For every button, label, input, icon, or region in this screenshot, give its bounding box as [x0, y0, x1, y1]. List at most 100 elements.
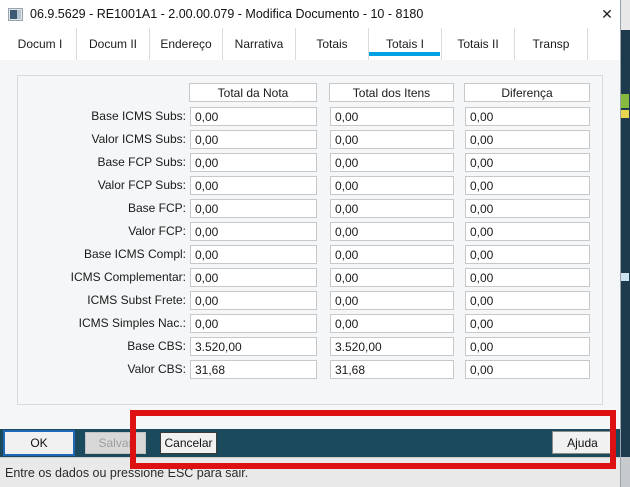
field-diferenca[interactable]	[465, 337, 590, 356]
field-total-dos-itens[interactable]	[330, 222, 454, 241]
active-tab-underline	[369, 52, 440, 56]
field-total-dos-itens[interactable]	[330, 153, 454, 172]
field-total-dos-itens[interactable]	[330, 337, 454, 356]
field-total-da-nota[interactable]	[190, 360, 317, 379]
field-total-da-nota[interactable]	[190, 199, 317, 218]
field-total-da-nota[interactable]	[190, 314, 317, 333]
row-label: ICMS Subst Frete:	[87, 293, 186, 307]
field-total-dos-itens[interactable]	[330, 107, 454, 126]
table-row: Valor FCP:	[18, 222, 602, 241]
window-title: 06.9.5629 - RE1001A1 - 2.00.00.079 - Mod…	[30, 7, 424, 21]
ok-button[interactable]: OK	[3, 430, 75, 456]
row-label: Base FCP:	[127, 201, 186, 215]
content-area: Total da Nota Total dos Itens Diferença …	[0, 60, 620, 469]
table-row: Base CBS:	[18, 337, 602, 356]
salvar-button[interactable]: Salvar	[85, 432, 146, 454]
table-row: Base ICMS Subs:	[18, 107, 602, 126]
button-bar: OK Salvar Cancelar Ajuda	[0, 429, 620, 457]
ajuda-button[interactable]: Ajuda	[552, 431, 613, 454]
table-row: Valor CBS:	[18, 360, 602, 379]
close-button[interactable]: ✕	[597, 4, 617, 24]
tab-strip: Docum I Docum II Endereço Narrativa Tota…	[0, 28, 620, 60]
table-row: Valor FCP Subs:	[18, 176, 602, 195]
column-header-total-dos-itens: Total dos Itens	[329, 83, 454, 102]
close-icon: ✕	[601, 5, 613, 22]
tab-label: Docum II	[88, 37, 137, 51]
field-total-dos-itens[interactable]	[330, 130, 454, 149]
row-label: ICMS Simples Nac.:	[78, 316, 186, 330]
field-total-dos-itens[interactable]	[330, 176, 454, 195]
tab-label: Docum I	[17, 37, 63, 51]
field-diferenca[interactable]	[465, 222, 590, 241]
field-diferenca[interactable]	[465, 268, 590, 287]
table-rows: Base ICMS Subs: Valor ICMS Subs: Base FC…	[18, 107, 602, 383]
table-row: Base FCP Subs:	[18, 153, 602, 172]
field-total-dos-itens[interactable]	[330, 199, 454, 218]
tab-totais-i[interactable]: Totais I	[369, 28, 442, 60]
field-total-dos-itens[interactable]	[330, 245, 454, 264]
column-header-total-da-nota: Total da Nota	[189, 83, 317, 102]
cancelar-button[interactable]: Cancelar	[160, 432, 217, 454]
tab-label: Endereço	[160, 37, 212, 51]
tab-endereço[interactable]: Endereço	[150, 28, 223, 60]
tab-label: Totais II	[457, 37, 499, 51]
field-total-da-nota[interactable]	[190, 222, 317, 241]
row-label: Valor ICMS Subs:	[91, 132, 186, 146]
row-label: Base FCP Subs:	[97, 155, 187, 169]
field-diferenca[interactable]	[465, 107, 590, 126]
tab-transp[interactable]: Transp	[515, 28, 588, 60]
row-label: Valor CBS:	[127, 362, 186, 376]
field-total-dos-itens[interactable]	[330, 314, 454, 333]
table-row: Base FCP:	[18, 199, 602, 218]
field-diferenca[interactable]	[465, 153, 590, 172]
column-header-diferenca: Diferença	[464, 83, 590, 102]
tab-docum-i[interactable]: Docum I	[4, 28, 77, 60]
table-row: ICMS Subst Frete:	[18, 291, 602, 310]
field-total-da-nota[interactable]	[190, 268, 317, 287]
field-total-dos-itens[interactable]	[330, 360, 454, 379]
table-row: ICMS Simples Nac.:	[18, 314, 602, 333]
field-total-da-nota[interactable]	[190, 245, 317, 264]
field-total-da-nota[interactable]	[190, 153, 317, 172]
tab-label: Totais I	[385, 37, 424, 51]
table-row: Base ICMS Compl:	[18, 245, 602, 264]
table-row: Valor ICMS Subs:	[18, 130, 602, 149]
field-diferenca[interactable]	[465, 360, 590, 379]
background-app-strip	[620, 0, 630, 487]
status-bar: Entre os dados ou pressione ESC para sai…	[0, 457, 620, 487]
row-label: ICMS Complementar:	[70, 270, 186, 284]
row-label: Valor FCP:	[128, 224, 186, 238]
field-total-da-nota[interactable]	[190, 176, 317, 195]
row-label: Base CBS:	[127, 339, 186, 353]
table-row: ICMS Complementar:	[18, 268, 602, 287]
tab-docum-ii[interactable]: Docum II	[77, 28, 150, 60]
row-label: Base ICMS Subs:	[91, 109, 186, 123]
row-label: Valor FCP Subs:	[97, 178, 186, 192]
tab-totais[interactable]: Totais	[296, 28, 369, 60]
field-diferenca[interactable]	[465, 314, 590, 333]
tab-label: Totais	[316, 37, 348, 51]
field-total-da-nota[interactable]	[190, 337, 317, 356]
totals-groupbox: Total da Nota Total dos Itens Diferença …	[17, 75, 616, 469]
field-total-da-nota[interactable]	[190, 130, 317, 149]
field-diferenca[interactable]	[465, 199, 590, 218]
tab-totais-ii[interactable]: Totais II	[442, 28, 515, 60]
tab-narrativa[interactable]: Narrativa	[223, 28, 296, 60]
status-message: Entre os dados ou pressione ESC para sai…	[5, 466, 249, 480]
row-label: Base ICMS Compl:	[83, 247, 186, 261]
field-diferenca[interactable]	[465, 291, 590, 310]
field-diferenca[interactable]	[465, 245, 590, 264]
field-total-da-nota[interactable]	[190, 291, 317, 310]
tab-label: Transp	[532, 37, 570, 51]
field-total-dos-itens[interactable]	[330, 291, 454, 310]
column-headers: Total da Nota Total dos Itens Diferença	[18, 83, 602, 102]
field-diferenca[interactable]	[465, 130, 590, 149]
field-total-dos-itens[interactable]	[330, 268, 454, 287]
window-icon	[8, 8, 23, 21]
field-total-da-nota[interactable]	[190, 107, 317, 126]
title-bar: 06.9.5629 - RE1001A1 - 2.00.00.079 - Mod…	[0, 0, 620, 28]
field-diferenca[interactable]	[465, 176, 590, 195]
tab-label: Narrativa	[234, 37, 284, 51]
